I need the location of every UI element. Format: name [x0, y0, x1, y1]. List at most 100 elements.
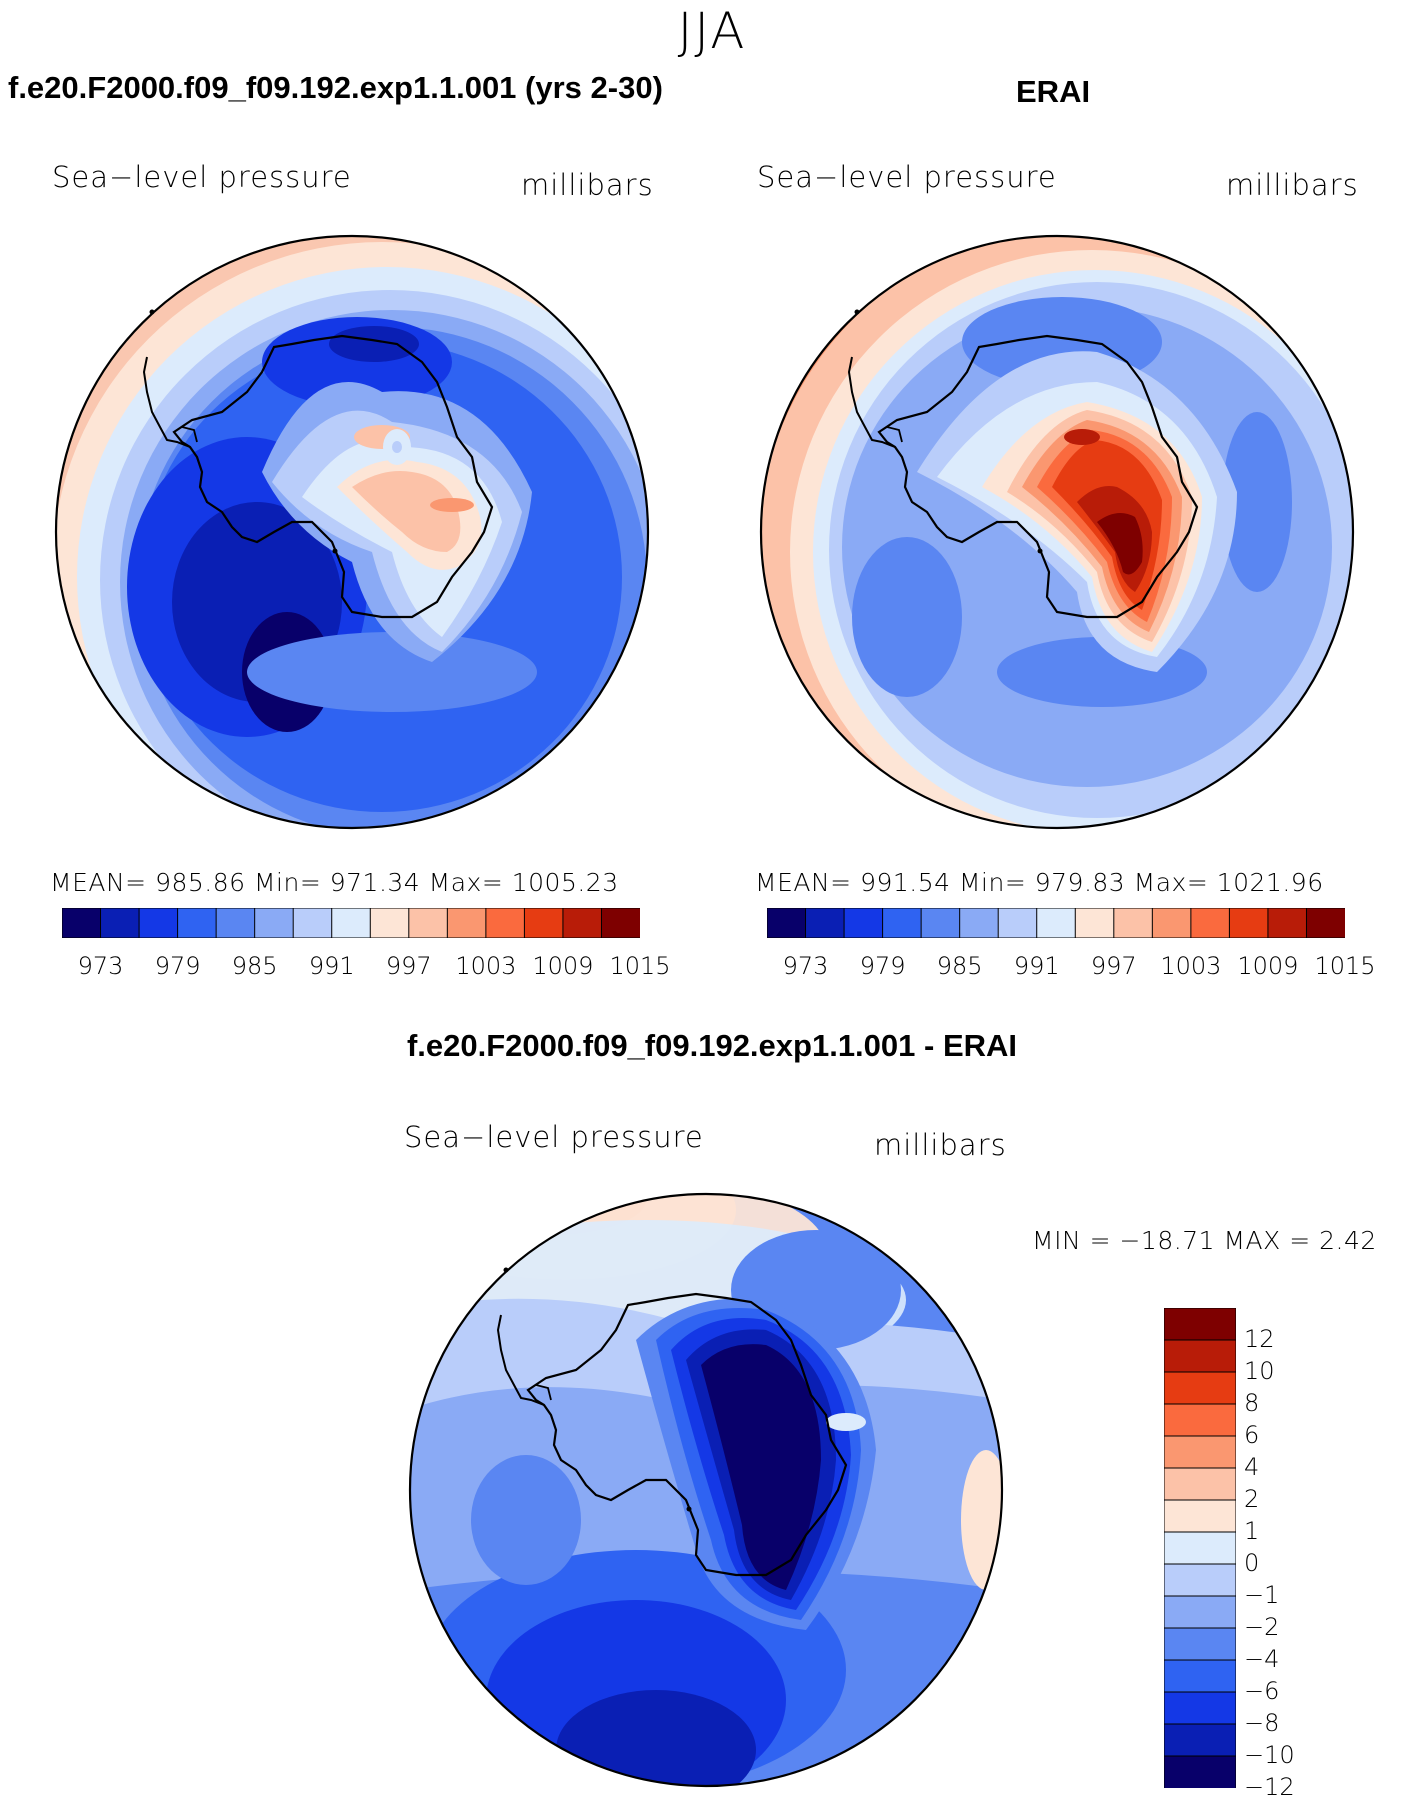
colorbar-label: 997 — [1090, 952, 1137, 980]
diff-colorbar — [1164, 1308, 1236, 1788]
colorbar-label: 991 — [1013, 952, 1060, 980]
colorbar-label: 1015 — [1314, 952, 1376, 980]
colorbar-swatch — [62, 908, 102, 938]
colorbar-swatch — [138, 908, 179, 938]
colorbar-swatch — [1164, 1371, 1236, 1405]
colorbar-swatch — [331, 908, 372, 938]
coastline — [526, 1292, 848, 1577]
colorbar-label: 1003 — [455, 952, 517, 980]
colorbar-label: 1 — [1244, 1517, 1260, 1545]
map-band — [392, 441, 402, 453]
colorbar-swatch — [1164, 1531, 1236, 1565]
colorbar-label: −1 — [1244, 1581, 1280, 1609]
colorbar-label: 985 — [231, 952, 278, 980]
map-band — [352, 471, 461, 552]
model-colorbar — [62, 908, 640, 938]
obs-units-label: millibars — [1226, 168, 1359, 202]
colorbar-label: 0 — [1244, 1549, 1260, 1577]
map-band — [826, 1413, 866, 1431]
colorbar-label: 1003 — [1160, 952, 1222, 980]
colorbar-label: 979 — [859, 952, 906, 980]
colorbar-swatch — [1164, 1723, 1236, 1757]
colorbar-label: −2 — [1244, 1613, 1280, 1641]
colorbar-swatch — [1305, 908, 1345, 938]
colorbar-swatch — [446, 908, 487, 938]
colorbar-swatch — [1164, 1499, 1236, 1533]
colorbar-label: 1009 — [1237, 952, 1299, 980]
map-band — [430, 498, 474, 512]
obs-field-label: Sea−level pressure — [757, 160, 1057, 194]
colorbar-label: 12 — [1244, 1325, 1275, 1353]
colorbar-label: 8 — [1244, 1389, 1260, 1417]
colorbar-swatch — [408, 908, 449, 938]
colorbar-label: 979 — [154, 952, 201, 980]
colorbar-swatch — [1113, 908, 1154, 938]
map-band — [247, 632, 537, 712]
map-band — [471, 1455, 581, 1585]
colorbar-swatch — [920, 908, 961, 938]
colorbar-swatch — [1164, 1308, 1236, 1341]
colorbar-label: 991 — [308, 952, 355, 980]
colorbar-swatch — [1267, 908, 1308, 938]
map-border — [408, 1192, 1004, 1788]
map-band — [701, 1344, 821, 1590]
ronne-shelf — [886, 426, 903, 443]
colorbar-label: 985 — [936, 952, 983, 980]
obs-panel-title: ERAI — [1016, 74, 1091, 109]
colorbar-swatch — [369, 908, 410, 938]
colorbar-swatch — [1164, 1659, 1236, 1693]
colorbar-swatch — [1164, 1627, 1236, 1661]
colorbar-swatch — [177, 908, 218, 938]
colorbar-swatch — [254, 908, 295, 938]
colorbar-swatch — [600, 908, 640, 938]
colorbar-swatch — [292, 908, 333, 938]
ronne-shelf — [181, 426, 198, 443]
colorbar-swatch — [1164, 1467, 1236, 1501]
colorbar-swatch — [1164, 1339, 1236, 1373]
colorbar-label: 973 — [782, 952, 829, 980]
diff-map — [408, 1192, 1004, 1788]
colorbar-swatch — [997, 908, 1038, 938]
colorbar-label: −8 — [1244, 1709, 1280, 1737]
model-field-label: Sea−level pressure — [52, 160, 352, 194]
colorbar-swatch — [1164, 1563, 1236, 1597]
map-band — [852, 537, 962, 697]
colorbar-label: −6 — [1244, 1677, 1280, 1705]
diff-panel-title: f.e20.F2000.f09_f09.192.exp1.1.001 - ERA… — [406, 1028, 1018, 1063]
antarctic-peninsula — [496, 1314, 545, 1406]
colorbar-swatch — [1074, 908, 1115, 938]
colorbar-swatch — [1151, 908, 1192, 938]
obs-stats: MEAN= 991.54 Min= 979.83 Max= 1021.96 — [755, 868, 1324, 897]
coastline — [172, 334, 494, 619]
map-border — [759, 234, 1355, 830]
colorbar-swatch — [1164, 1403, 1236, 1437]
map-band — [329, 326, 419, 362]
antarctic-peninsula — [142, 356, 191, 448]
colorbar-swatch — [767, 908, 807, 938]
coastline — [877, 334, 1199, 619]
diff-field-label: Sea−level pressure — [404, 1120, 704, 1154]
colorbar-swatch — [959, 908, 1000, 938]
colorbar-swatch — [843, 908, 884, 938]
obs-map — [759, 234, 1355, 830]
colorbar-label: 6 — [1244, 1421, 1260, 1449]
colorbar-swatch — [805, 908, 846, 938]
colorbar-swatch — [1190, 908, 1231, 938]
colorbar-label: 973 — [77, 952, 124, 980]
colorbar-swatch — [882, 908, 923, 938]
map-band — [1097, 513, 1143, 575]
colorbar-swatch — [1164, 1595, 1236, 1629]
model-panel-title: f.e20.F2000.f09_f09.192.exp1.1.001 (yrs … — [8, 70, 663, 105]
colorbar-swatch — [100, 908, 141, 938]
island — [1037, 548, 1043, 554]
colorbar-swatch — [1036, 908, 1077, 938]
model-map — [54, 234, 650, 830]
ronne-shelf — [535, 1384, 552, 1401]
map-border — [54, 234, 650, 830]
colorbar-label: −10 — [1244, 1741, 1295, 1769]
season-title: JJA — [677, 2, 747, 60]
colorbar-label: 10 — [1244, 1357, 1275, 1385]
map-band — [1064, 429, 1100, 445]
colorbar-swatch — [523, 908, 564, 938]
diff-stats: MIN = −18.71 MAX = 2.42 — [1032, 1226, 1377, 1255]
